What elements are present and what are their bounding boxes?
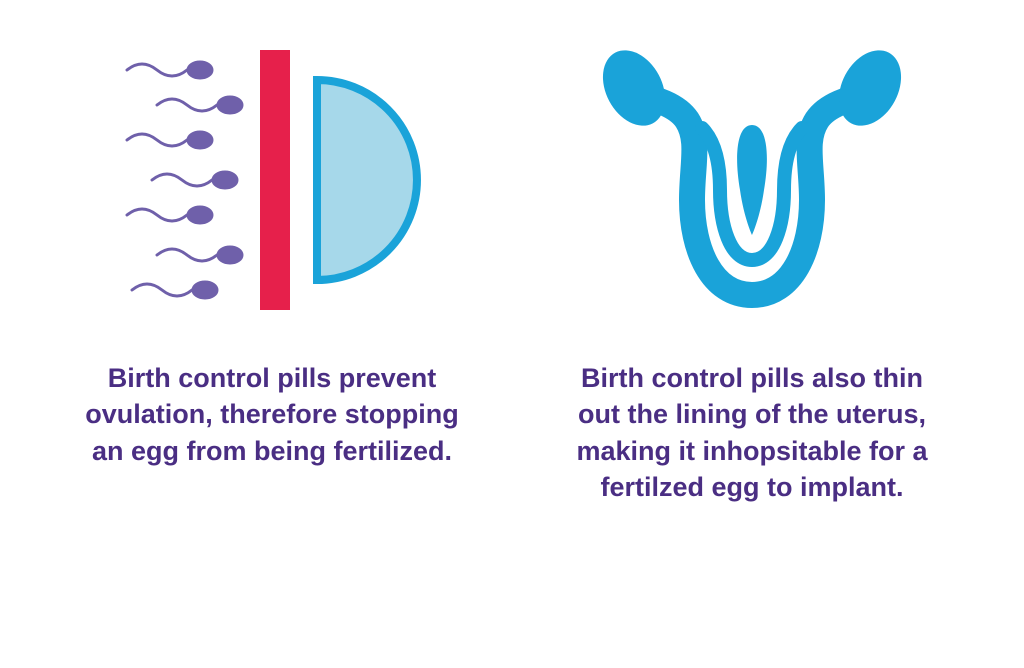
- panel-right: Birth control pills also thin out the li…: [552, 40, 952, 506]
- illustration-ovulation: [112, 40, 432, 320]
- uterus-icon: [592, 40, 912, 320]
- sperm-barrier-egg-icon: [112, 40, 432, 320]
- illustration-uterus: [592, 40, 912, 320]
- panel-left: Birth control pills prevent ovulation, t…: [72, 40, 472, 469]
- caption-left: Birth control pills prevent ovulation, t…: [82, 360, 462, 469]
- caption-right: Birth control pills also thin out the li…: [562, 360, 942, 506]
